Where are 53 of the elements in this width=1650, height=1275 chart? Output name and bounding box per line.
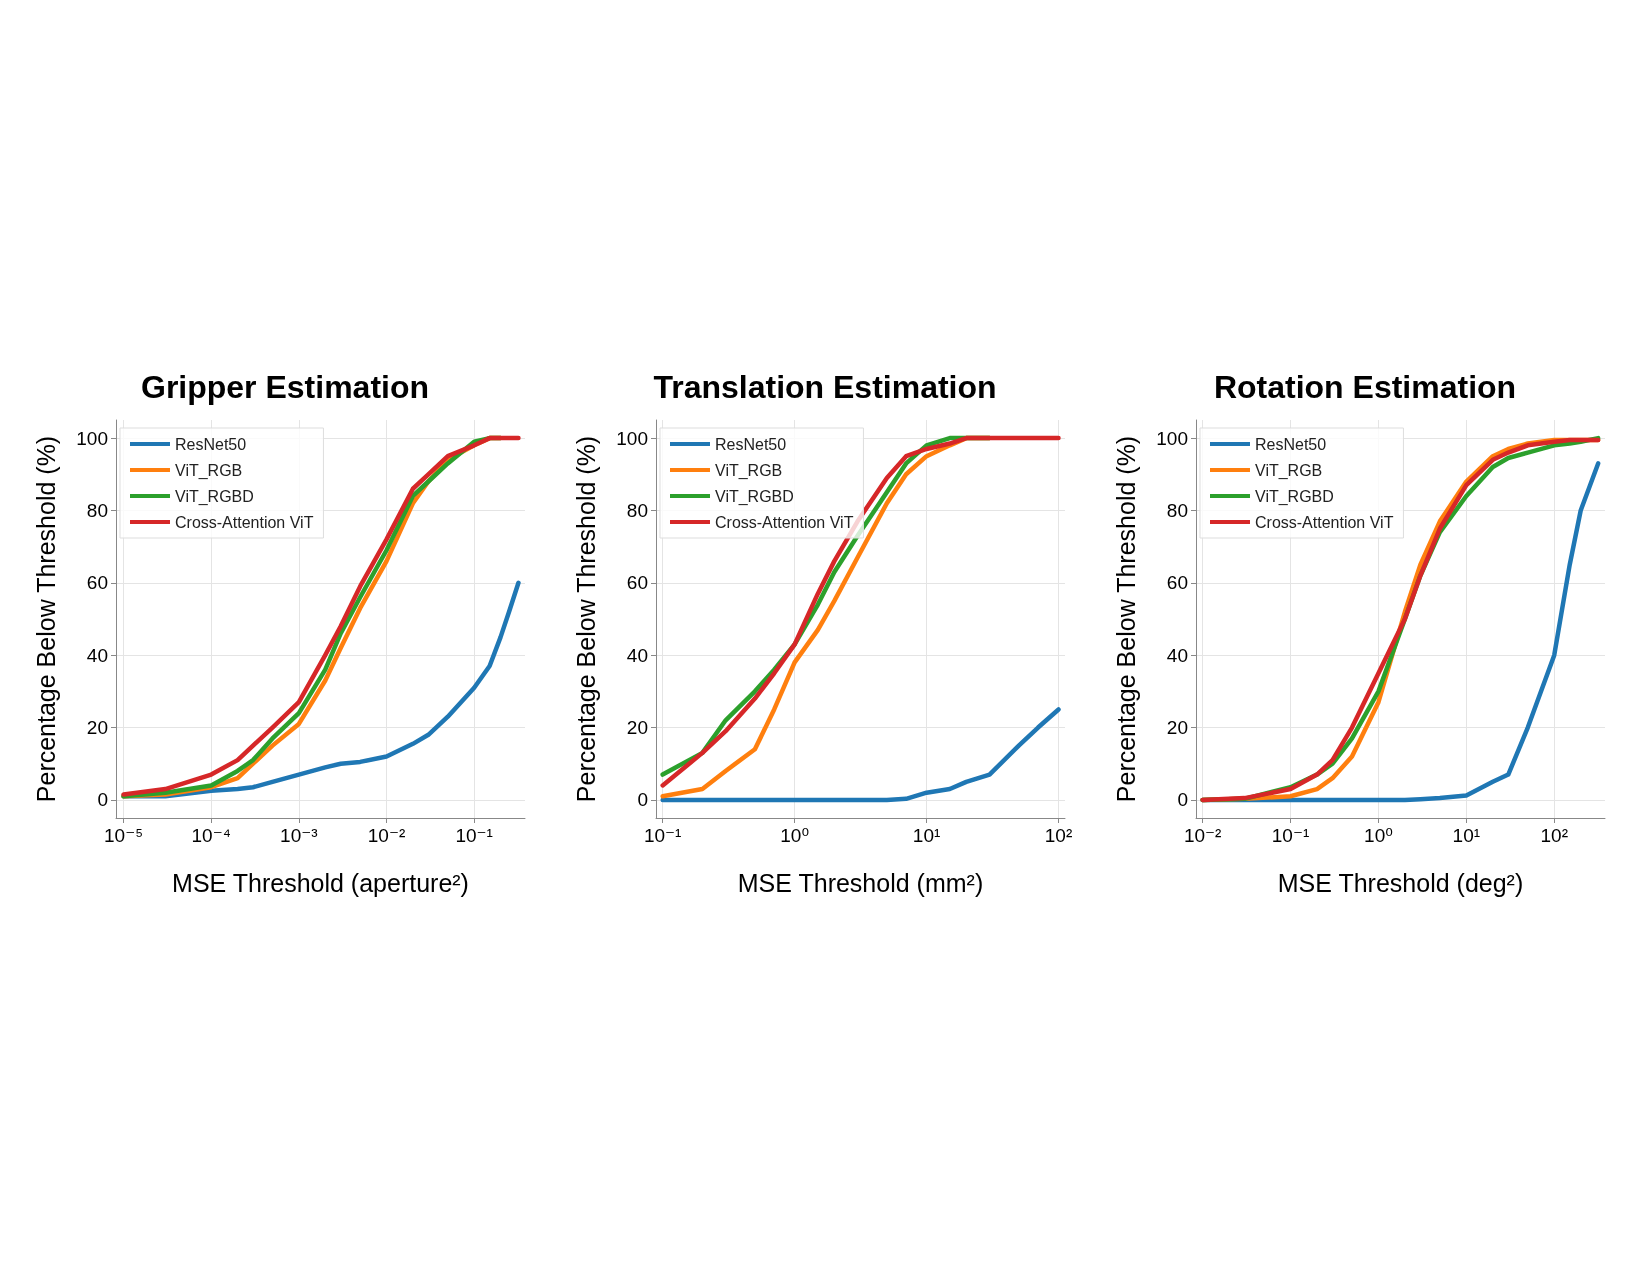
x-tick-label: 10⁻¹ [1271, 824, 1310, 846]
y-tick-label: 0 [1177, 788, 1188, 810]
x-tick-label: 10⁰ [780, 824, 809, 846]
legend-label: ViT_RGBD [1255, 487, 1334, 505]
y-tick-label: 100 [616, 427, 648, 449]
y-tick-label: 40 [1166, 644, 1188, 666]
x-tick-label: 10⁰ [1364, 824, 1393, 846]
y-tick-label: 20 [1166, 716, 1188, 738]
x-axis-title: MSE Threshold (mm²) [737, 868, 984, 896]
y-tick-label: 80 [626, 499, 648, 521]
x-tick-label: 10² [1044, 824, 1073, 846]
legend-label: ResNet50 [1255, 435, 1327, 452]
legend-label: ResNet50 [175, 435, 247, 452]
legend-label: ViT_RGBD [715, 487, 794, 505]
legend-label: Cross-Attention ViT [715, 513, 854, 530]
x-tick-label: 10⁻⁴ [191, 824, 231, 846]
y-axis-title: Percentage Below Threshold (%) [31, 435, 60, 802]
chart-title: Gripper Estimation [140, 368, 430, 405]
x-axis-title: MSE Threshold (deg²) [1277, 868, 1524, 896]
x-tick-label: 10⁻² [367, 824, 406, 846]
y-tick-label: 40 [86, 644, 108, 666]
y-tick-label: 80 [1166, 499, 1188, 521]
y-tick-label: 100 [1156, 427, 1188, 449]
x-tick-label: 10² [1540, 824, 1568, 846]
x-tick-label: 10⁻³ [280, 824, 318, 846]
legend-label: ViT_RGB [175, 461, 243, 479]
y-tick-label: 100 [76, 427, 108, 449]
legend-label: ViT_RGB [1255, 461, 1323, 479]
x-tick-label: 10⁻⁵ [104, 824, 144, 846]
x-tick-label: 10¹ [1452, 824, 1481, 846]
legend-label: ViT_RGB [715, 461, 783, 479]
y-tick-label: 60 [626, 571, 648, 593]
y-tick-label: 60 [86, 571, 108, 593]
legend-label: Cross-Attention ViT [175, 513, 314, 530]
chart-title: Translation Estimation [653, 368, 997, 405]
x-tick-label: 10⁻¹ [455, 824, 493, 846]
y-tick-label: 0 [637, 788, 648, 810]
legend-label: ResNet50 [715, 435, 787, 452]
y-tick-label: 80 [86, 499, 108, 521]
legend-label: Cross-Attention ViT [1255, 513, 1394, 530]
x-axis-title: MSE Threshold (aperture²) [172, 868, 469, 896]
x-tick-label: 10⁻² [1183, 824, 1222, 846]
y-tick-label: 60 [1166, 571, 1188, 593]
y-tick-label: 40 [626, 644, 648, 666]
y-axis-title: Percentage Below Threshold (%) [571, 435, 600, 802]
y-axis-title: Percentage Below Threshold (%) [1111, 435, 1140, 802]
chart-title: Rotation Estimation [1213, 368, 1517, 405]
y-tick-label: 20 [86, 716, 108, 738]
x-tick-label: 10¹ [912, 824, 941, 846]
x-tick-label: 10⁻¹ [643, 824, 682, 846]
y-tick-label: 20 [626, 716, 648, 738]
legend-label: ViT_RGBD [175, 487, 254, 505]
y-tick-label: 0 [97, 788, 108, 810]
